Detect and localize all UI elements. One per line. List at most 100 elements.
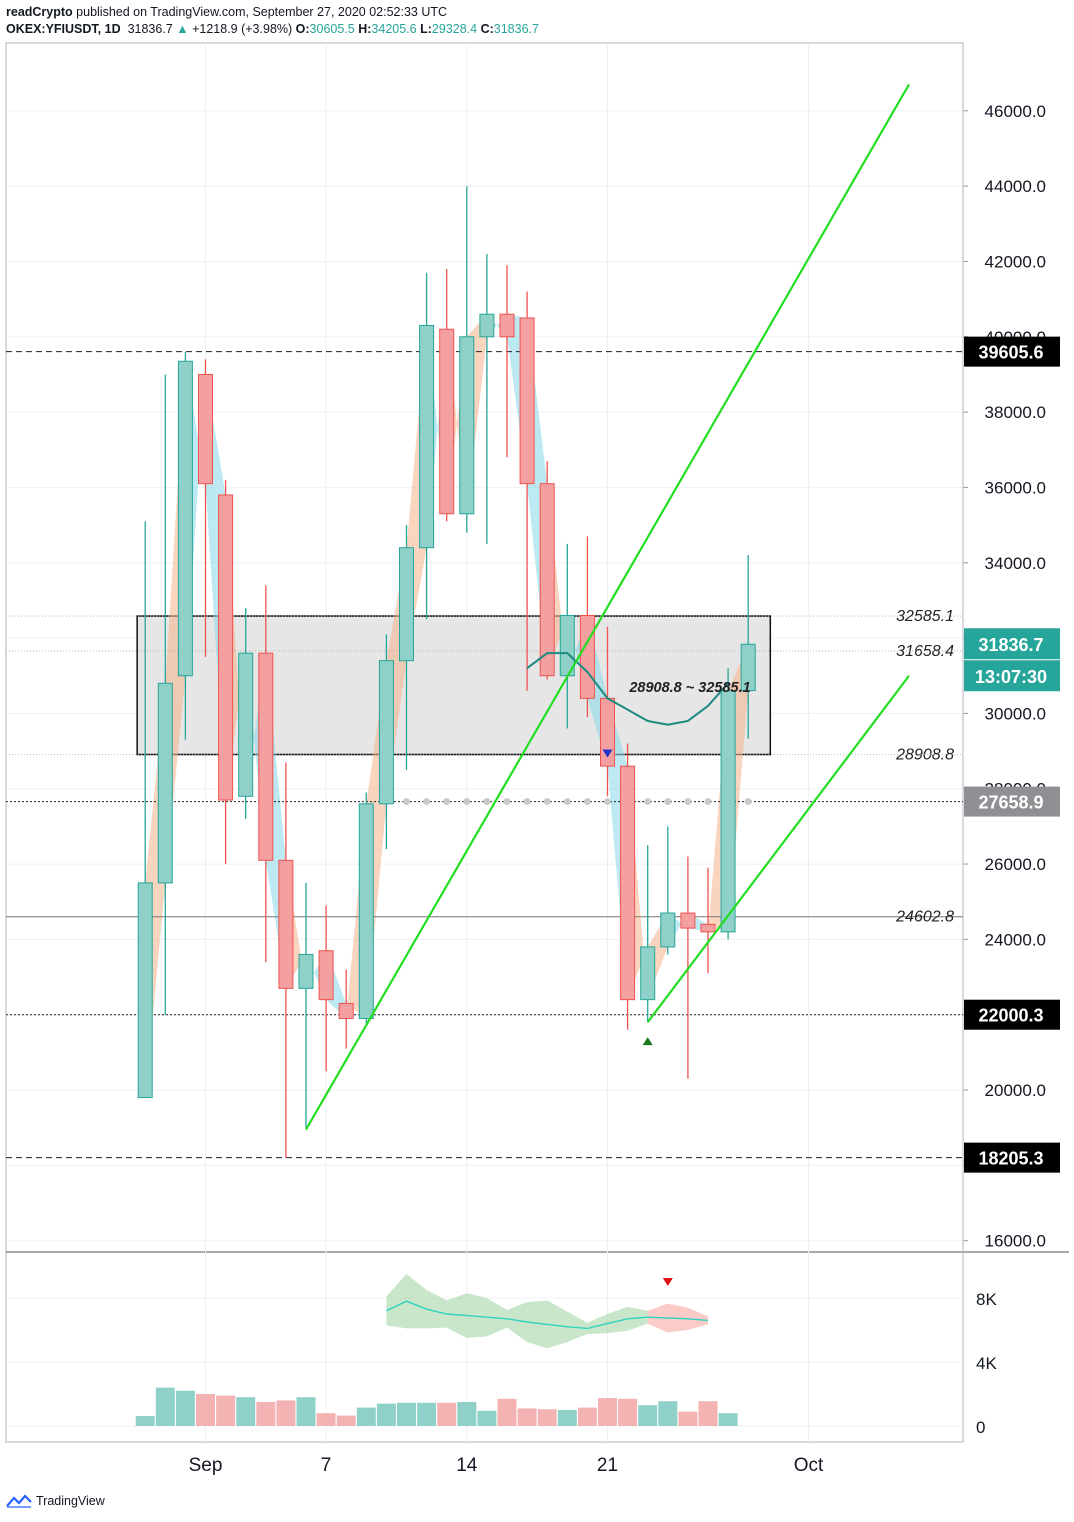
level-label: 24602.8 — [895, 909, 954, 926]
dotted-row-marker — [463, 798, 471, 806]
symbol-label[interactable]: OKEX:YFIUSDT, 1D — [6, 22, 121, 36]
price-tick-label: 16000.0 — [985, 1232, 1046, 1251]
volume-bar — [497, 1398, 517, 1426]
level-badge — [964, 336, 1060, 367]
volume-bar — [175, 1390, 195, 1426]
dotted-row-marker — [704, 798, 712, 806]
volume-bar — [517, 1408, 537, 1426]
candle-body — [620, 765, 636, 1001]
dotted-row-marker — [503, 798, 511, 806]
change-up-icon: ▲ — [176, 22, 189, 36]
candle-body — [218, 494, 234, 801]
volume-bar — [698, 1401, 718, 1426]
indicator-band-segment — [567, 1311, 588, 1342]
level-badge — [964, 1142, 1060, 1173]
candle-body — [338, 1002, 354, 1019]
candle-body — [459, 336, 475, 515]
candle-body — [198, 373, 213, 485]
volume-tick-label: 8K — [976, 1290, 997, 1309]
volume-bar — [155, 1387, 175, 1426]
low-value: 29328.4 — [431, 22, 478, 36]
dotted-row-marker — [664, 798, 672, 806]
volume-bar — [437, 1402, 457, 1426]
volume-bar — [276, 1400, 296, 1426]
candle-body — [419, 324, 435, 549]
volume-bar — [256, 1402, 276, 1426]
volume-bar — [316, 1413, 336, 1426]
candle-body — [358, 803, 374, 1019]
indicator-band-segment — [466, 1293, 487, 1338]
price-tick-label: 44000.0 — [985, 177, 1046, 196]
trendline — [646, 675, 910, 1023]
volume-bar — [678, 1411, 698, 1426]
dotted-row-marker — [403, 798, 410, 806]
volume-bar — [638, 1405, 658, 1426]
volume-bar — [618, 1398, 638, 1426]
time-tick-label: Oct — [794, 1455, 824, 1476]
candle-body — [439, 328, 455, 515]
price-tick-label: 24000.0 — [985, 930, 1046, 949]
indicator-band-segment — [406, 1274, 427, 1329]
range-high-label: 32585.1 — [896, 608, 954, 625]
candle-body — [720, 690, 736, 933]
change-text: +1218.9 (+3.98%) — [192, 22, 293, 36]
candle-body — [660, 912, 676, 948]
moving-average-line — [526, 652, 729, 726]
dotted-row-marker — [423, 798, 431, 806]
volume-bar — [577, 1407, 597, 1426]
countdown-label: 13:07:30 — [975, 667, 1047, 687]
volume-tick-label: 0 — [976, 1418, 985, 1437]
dotted-row-marker — [543, 798, 551, 806]
last-price-text: 31836.7 — [127, 22, 173, 36]
level-badge-label: 39605.6 — [978, 343, 1043, 363]
range-low-label: 28908.8 — [895, 747, 954, 764]
time-tick-label: 21 — [597, 1455, 618, 1476]
close-value: 31836.7 — [493, 22, 539, 36]
price-tick-label: 34000.0 — [985, 554, 1046, 573]
dotted-row-marker — [563, 798, 571, 806]
time-tick-label: 7 — [321, 1455, 332, 1476]
volume-bar — [397, 1402, 416, 1426]
candle-body — [177, 360, 193, 677]
price-tick-label: 30000.0 — [985, 704, 1046, 723]
candle-body — [157, 682, 173, 884]
volume-bar — [417, 1402, 437, 1426]
ohlc-line: OKEX:YFIUSDT, 1D 31836.7 ▲ +1218.9 (+3.9… — [6, 21, 906, 38]
footer: TradingView — [6, 1494, 105, 1508]
chart-header: readCrypto published on TradingView.com,… — [6, 4, 906, 38]
candle-body — [740, 643, 756, 692]
indicator-band-segment — [486, 1298, 507, 1337]
low-label: L: — [420, 22, 432, 36]
candle-body — [318, 950, 334, 1001]
high-label: H: — [358, 22, 372, 36]
candle-body — [700, 923, 716, 933]
dotted-row-marker — [684, 798, 692, 806]
candle-body — [539, 483, 555, 677]
buy-arrow-icon — [642, 1037, 653, 1046]
dotted-row-marker — [483, 798, 491, 806]
last-price-label: 31836.7 — [978, 635, 1043, 655]
volume-bar — [477, 1410, 497, 1426]
publisher-name[interactable]: readCrypto — [6, 5, 73, 19]
volume-bar — [216, 1395, 236, 1426]
footer-brand[interactable]: TradingView — [36, 1494, 105, 1508]
indicator-band-segment — [687, 1307, 708, 1330]
candle-body — [378, 660, 394, 805]
candle-body — [680, 912, 696, 929]
open-value: 30605.5 — [309, 22, 355, 36]
candle-body — [640, 946, 656, 1001]
price-tick-label: 26000.0 — [985, 855, 1046, 874]
indicator-band-segment — [426, 1290, 447, 1329]
sell-arrow-icon — [602, 749, 613, 758]
level-badge-label: 27658.9 — [978, 793, 1043, 813]
indicator-band-segment — [386, 1274, 407, 1329]
indicator-band-segment — [527, 1300, 548, 1349]
indicator-line — [386, 1300, 709, 1330]
trendline — [305, 83, 910, 1131]
indicator-band-segment — [627, 1306, 648, 1331]
price-tick-label: 36000.0 — [985, 478, 1046, 497]
time-tick-label: 14 — [456, 1455, 478, 1476]
price-tick-label: 42000.0 — [985, 252, 1046, 271]
indicator-band-segment — [587, 1314, 608, 1334]
